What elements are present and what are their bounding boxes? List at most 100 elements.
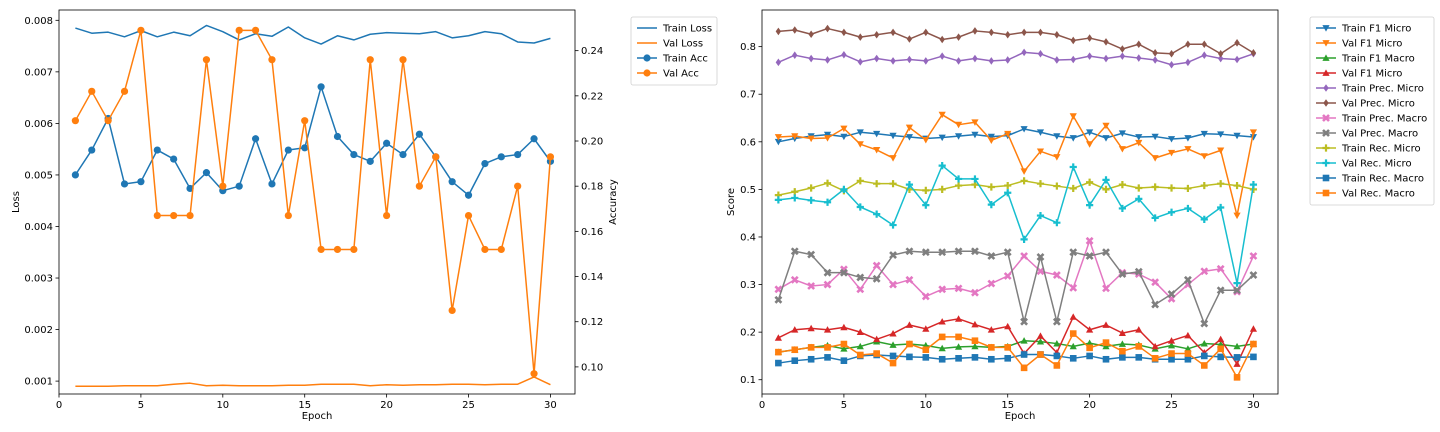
data-point — [1004, 322, 1012, 330]
x-tick-label: 10 — [919, 400, 932, 411]
data-point — [1151, 214, 1159, 222]
data-point — [1135, 184, 1143, 192]
data-point — [1020, 317, 1029, 326]
data-point — [922, 325, 930, 332]
data-point — [987, 133, 995, 141]
legend-label: Val Rec. Micro — [1342, 159, 1412, 170]
data-point — [955, 333, 962, 341]
data-point — [823, 268, 832, 277]
data-point — [333, 132, 342, 141]
data-point — [1119, 354, 1126, 361]
y2-tick-label: 0.10 — [581, 362, 603, 373]
data-point — [791, 357, 799, 364]
data-point — [1168, 60, 1175, 69]
data-point — [1233, 360, 1241, 367]
data-point — [938, 344, 946, 352]
data-point — [873, 350, 880, 357]
data-point — [938, 185, 946, 193]
data-point — [1234, 39, 1240, 47]
data-point — [1004, 181, 1012, 190]
y2-tick-label: 0.20 — [581, 137, 603, 148]
data-point — [1103, 54, 1109, 63]
data-point — [1003, 248, 1012, 257]
legend-item-val-f1-micro: Val F1 Micro — [1316, 39, 1402, 50]
data-point — [1152, 49, 1158, 57]
x-axis-title: Epoch — [302, 411, 333, 422]
data-point — [383, 139, 391, 147]
data-point — [137, 26, 145, 34]
data-point — [906, 340, 913, 348]
data-point — [972, 27, 978, 35]
data-point — [808, 30, 814, 39]
x-tick-label: 20 — [1083, 400, 1096, 411]
data-point — [807, 355, 815, 363]
data-point — [987, 137, 995, 144]
data-point — [1118, 181, 1126, 189]
data-point — [873, 130, 881, 138]
data-point — [1005, 56, 1011, 64]
legend-label: Train F1 Macro — [1341, 54, 1415, 65]
data-point — [938, 355, 946, 363]
y2-tick-label: 0.24 — [581, 46, 603, 57]
data-point — [775, 359, 782, 367]
data-point — [1217, 353, 1224, 361]
data-point — [1217, 49, 1224, 58]
data-point — [546, 153, 555, 161]
data-point — [1053, 154, 1061, 161]
data-point — [1021, 28, 1027, 37]
data-point — [1118, 270, 1127, 279]
y-tick-label: 0.1 — [740, 375, 756, 386]
data-point — [1200, 339, 1208, 347]
y-tick-label: 0.6 — [740, 137, 756, 148]
data-point — [366, 56, 374, 64]
data-point — [432, 153, 440, 161]
data-point — [987, 201, 995, 209]
legend-marker — [1322, 159, 1330, 167]
data-point — [954, 175, 963, 183]
data-point — [955, 57, 962, 65]
data-point — [1184, 331, 1192, 339]
data-point — [905, 275, 914, 284]
data-point — [1086, 178, 1094, 186]
data-point — [1184, 350, 1192, 357]
data-point — [1052, 317, 1061, 326]
data-point — [1200, 130, 1208, 138]
legend-label: Val Rec. Macro — [1342, 189, 1415, 200]
axes-frame — [761, 9, 1279, 395]
data-point — [938, 111, 946, 119]
series-val-loss — [75, 376, 551, 388]
data-point — [890, 28, 896, 37]
data-point — [1135, 195, 1143, 203]
data-point — [497, 245, 505, 254]
x-tick-label: 0 — [56, 400, 62, 411]
data-point — [1069, 113, 1077, 120]
data-point — [1037, 49, 1044, 58]
data-point — [1020, 337, 1028, 344]
legend-item-train-rec-macro: Train Rec. Macro — [1316, 174, 1424, 185]
data-point — [922, 186, 930, 194]
data-point — [1086, 326, 1094, 333]
data-point — [202, 169, 211, 177]
data-point — [905, 124, 914, 132]
legend-marker — [1322, 25, 1330, 32]
data-point — [1086, 352, 1093, 360]
data-point — [219, 182, 227, 190]
data-point — [906, 353, 913, 361]
y-tick-label: 0.3 — [740, 280, 756, 291]
data-point — [514, 182, 522, 190]
data-point — [284, 146, 292, 154]
x-tick-label: 30 — [544, 400, 557, 411]
data-point — [1020, 235, 1028, 243]
x-axis: 0 5 10 15 20 25 30 Epoch — [759, 394, 1260, 422]
data-point — [366, 157, 374, 165]
data-point — [954, 315, 963, 322]
data-point — [872, 274, 881, 283]
data-point — [1250, 340, 1257, 348]
data-point — [807, 344, 815, 351]
data-point — [873, 210, 881, 218]
data-point — [1069, 135, 1077, 142]
data-point — [889, 329, 897, 337]
data-point — [988, 57, 995, 65]
data-point — [301, 117, 309, 125]
data-point — [971, 175, 979, 183]
